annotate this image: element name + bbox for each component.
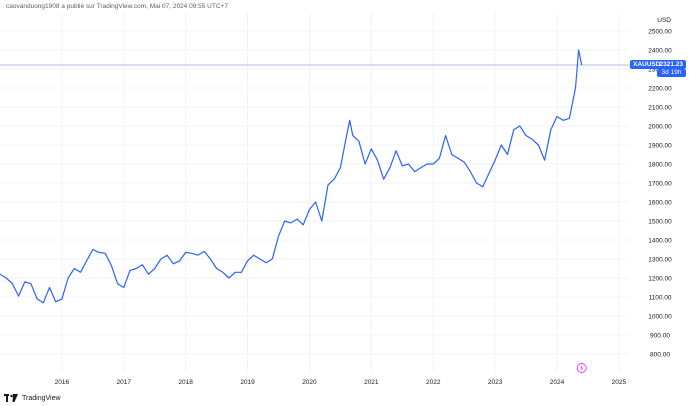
publisher-header: caovanduong1908 a publié sur TradingView… [6,3,228,10]
y-tick-label: 1800.00 [648,161,672,168]
y-tick-label: 2400.00 [648,47,672,54]
badge-price: 2321.23 [659,61,684,69]
y-axis: 800.00 900.00 1000.00 1100.00 1200.00 1300.00… [648,28,672,358]
y-tick-label: 2200.00 [648,85,672,92]
y-tick-label: 1000.00 [648,313,672,320]
y-tick-label: 2000.00 [648,123,672,130]
y-tick-label: 2500.00 [648,28,672,35]
y-tick-label: 1300.00 [648,256,672,263]
grid-layer [0,12,628,373]
event-marker-layer [576,363,587,373]
y-tick-label: 800.00 [650,351,670,358]
currency-label: USD [657,17,671,24]
x-tick-label: 2020 [302,379,317,386]
badge-symbol: XAUUSD [633,61,661,69]
x-tick-label: 2025 [612,379,627,386]
x-tick-label: 2024 [550,379,565,386]
x-tick-label: 2018 [178,379,193,386]
x-axis: 2016 2017 2018 2019 2020 2021 2022 2023 2024 2025 [55,379,627,386]
y-tick-label: 1200.00 [648,275,672,282]
x-tick-label: 2019 [240,379,255,386]
y-tick-label: 1600.00 [648,199,672,206]
brand-text: TradingView [22,394,61,402]
x-tick-label: 2022 [426,379,441,386]
y-tick-label: 1900.00 [648,142,672,149]
footer-brand[interactable]: TradingView [4,394,61,402]
x-tick-label: 2023 [488,379,503,386]
series-layer [0,49,583,304]
y-tick-label: 1500.00 [648,218,672,225]
y-tick-label: 1100.00 [648,294,671,301]
y-tick-label: 2100.00 [648,104,672,111]
x-tick-label: 2017 [117,379,132,386]
dividend-flash-icon [576,363,587,373]
y-tick-label: 1400.00 [648,237,672,244]
x-tick-label: 2016 [55,379,70,386]
y-tick-label: 1700.00 [648,180,672,187]
price-badge[interactable]: XAUUSD 2321.23 [630,60,686,70]
badge-countdown: 3d 19h [657,69,686,78]
tradingview-logo-icon [4,394,18,402]
y-tick-label: 900.00 [650,332,670,339]
x-tick-label: 2021 [364,379,379,386]
